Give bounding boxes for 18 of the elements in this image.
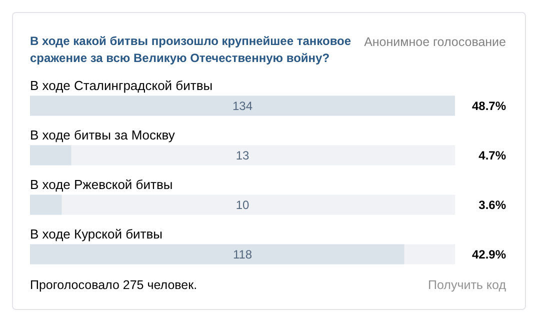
y-tick-label: В ходе битвы за Москву (30, 127, 176, 142)
text: 42.9% (472, 247, 506, 262)
data-label: 13 (236, 148, 250, 162)
bar (30, 194, 62, 215)
y-tick-label: В ходе Сталинградской битвы (30, 78, 213, 93)
data-label: 134 (232, 98, 253, 113)
bar (30, 145, 72, 166)
y-tick-label: В ходе Ржевской битвы (30, 176, 173, 192)
text: 48.7% (472, 98, 506, 113)
text: Проголосовало 275 человек. (30, 278, 198, 292)
text: Получить код (428, 278, 507, 292)
text: 4.7% (478, 148, 506, 162)
y-tick-label: В ходе Курской битвы (30, 226, 163, 242)
text: 3.6% (478, 198, 506, 212)
chart-title: В ходе какой битвы произошло крупнейшее танковое сражение за всю Великую Отечественную войну? (30, 34, 352, 65)
data-label: 10 (236, 198, 250, 212)
data-label: 118 (232, 247, 252, 262)
chart-subtitle: Анонимное голосование (364, 34, 506, 51)
